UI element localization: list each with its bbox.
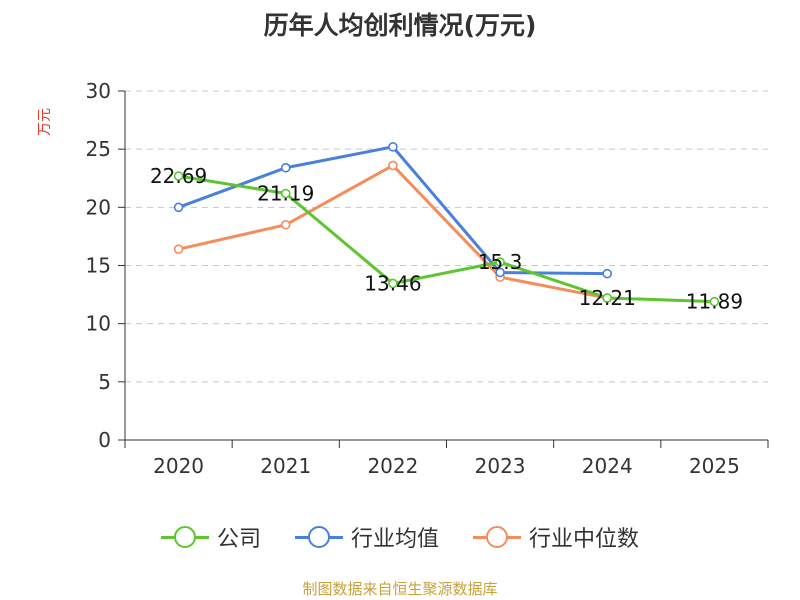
data-label-2020: 22.69 <box>150 164 207 188</box>
legend-item-company[interactable]: 公司 <box>160 521 261 553</box>
data-label-2024: 12.21 <box>579 286 636 310</box>
series-0-point-2023 <box>495 257 505 267</box>
series-0-point-2020 <box>173 171 184 181</box>
series-0-point-2024 <box>602 293 613 303</box>
series-0-point-2025 <box>709 296 720 307</box>
series-1-point-2021 <box>280 162 291 173</box>
data-label-2025: 11.89 <box>686 290 743 314</box>
y-tick-label-25: 25 <box>86 137 111 161</box>
legend-item-industry-median[interactable]: 行业中位数 <box>473 521 639 553</box>
x-tick-label-2020: 2020 <box>153 454 204 478</box>
data-source-note: 制图数据来自恒生聚源数据库 <box>302 580 498 598</box>
x-tick-label-2022: 2022 <box>367 454 418 478</box>
data-label-2021: 21.19 <box>257 181 314 205</box>
legend-swatch-industry-mean <box>294 526 343 548</box>
legend-swatch-industry-median <box>473 526 521 548</box>
legend-label-company: 公司 <box>216 527 261 552</box>
y-tick-label-30: 30 <box>86 79 111 103</box>
series-2-point-2021 <box>280 219 291 230</box>
x-tick-label-2023: 2023 <box>475 454 526 478</box>
legend-swatch-company <box>160 526 209 548</box>
series-1-point-2024 <box>602 268 613 279</box>
x-tick-label-2021: 2021 <box>260 454 311 478</box>
series-line-0 <box>178 174 715 304</box>
y-tick-label-5: 5 <box>98 370 111 394</box>
y-tick-label-10: 10 <box>86 312 111 336</box>
data-label-layer: 22.69 21.19 13.46 15.3 12.21 11.89 <box>150 164 743 314</box>
legend-label-industry-median: 行业中位数 <box>529 527 640 552</box>
series-layer <box>173 142 720 307</box>
series-1-point-2020 <box>173 202 184 213</box>
series-2-point-2020 <box>173 244 184 255</box>
series-1-point-2022 <box>388 142 398 152</box>
x-tick-label-2024: 2024 <box>582 454 633 478</box>
series-2-point-2022 <box>388 160 398 171</box>
y-tick-label-20: 20 <box>86 195 111 219</box>
series-1-point-2023 <box>495 267 505 278</box>
data-label-2023: 15.3 <box>478 250 523 274</box>
legend: 公司 行业均值 行业中位数 <box>0 521 800 553</box>
y-tick-label-0: 0 <box>98 428 111 452</box>
legend-label-industry-mean: 行业均值 <box>350 527 439 552</box>
grid-layer <box>125 90 768 383</box>
y-tick-label-15: 15 <box>86 254 111 278</box>
x-tick-label-2025: 2025 <box>689 454 740 478</box>
data-label-2022: 13.46 <box>364 271 421 295</box>
chart-title: 历年人均创利情况(万元) <box>263 11 537 40</box>
legend-item-industry-mean[interactable]: 行业均值 <box>294 521 439 553</box>
series-0-point-2022 <box>388 278 398 289</box>
series-0-point-2021 <box>280 188 291 199</box>
